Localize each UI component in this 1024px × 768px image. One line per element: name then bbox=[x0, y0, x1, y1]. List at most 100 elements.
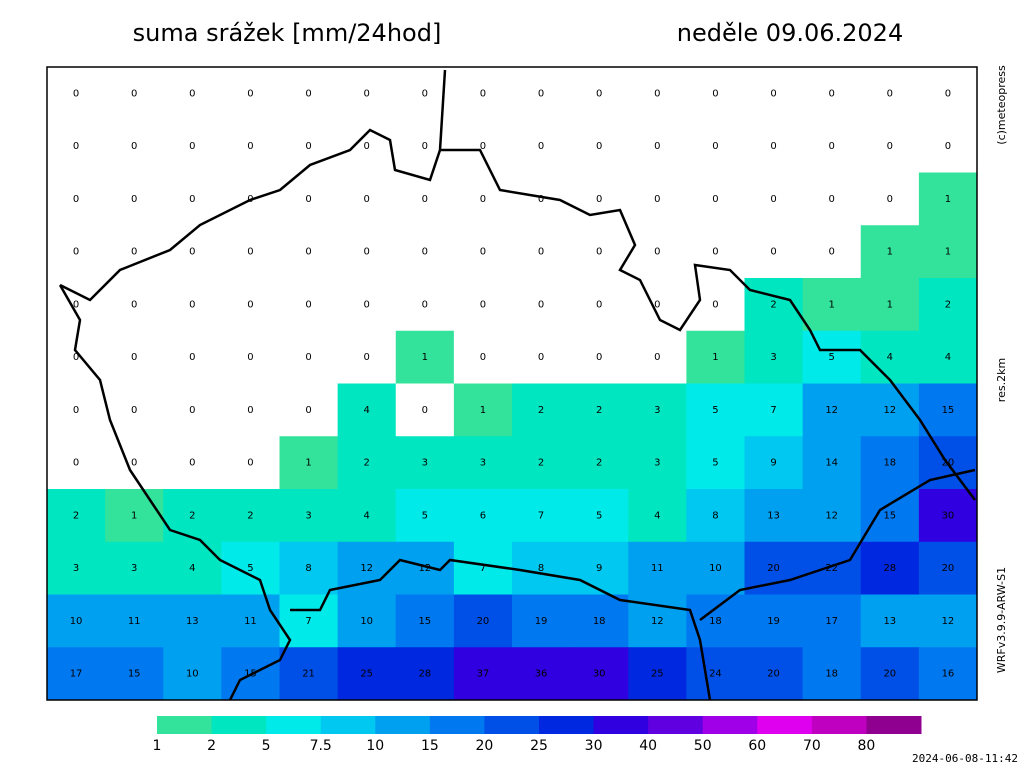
precip-cell bbox=[860, 278, 920, 332]
precip-value: 0 bbox=[73, 405, 79, 416]
precip-value: 0 bbox=[654, 352, 660, 363]
precip-value: 0 bbox=[131, 299, 137, 310]
precip-cell bbox=[918, 67, 978, 121]
precip-value: 0 bbox=[305, 299, 311, 310]
precip-value: 0 bbox=[189, 352, 195, 363]
legend-label: 2 bbox=[207, 738, 216, 754]
precip-cell bbox=[221, 436, 280, 490]
precip-value: 5 bbox=[829, 352, 835, 363]
precip-value: 0 bbox=[538, 194, 544, 205]
precip-value: 0 bbox=[770, 141, 776, 152]
precip-value: 0 bbox=[364, 141, 370, 152]
precip-value: 11 bbox=[128, 616, 141, 627]
precip-cell bbox=[628, 172, 687, 226]
precip-value: 13 bbox=[883, 616, 896, 627]
precip-cell bbox=[918, 541, 978, 595]
precip-value: 4 bbox=[364, 510, 370, 521]
precip-cell bbox=[686, 67, 745, 121]
precip-cell bbox=[279, 489, 339, 543]
precip-value: 12 bbox=[825, 510, 838, 521]
legend-box bbox=[484, 716, 540, 734]
model: WRFv3.9.9-ARW-S1 bbox=[995, 567, 1008, 673]
legend-label: 50 bbox=[694, 738, 712, 754]
precip-cell bbox=[453, 330, 513, 384]
precip-cell bbox=[918, 278, 978, 332]
precip-cell bbox=[628, 330, 687, 384]
precip-value: 0 bbox=[712, 299, 718, 310]
precip-value: 10 bbox=[186, 669, 199, 680]
precip-cell bbox=[918, 172, 978, 226]
precip-value: 0 bbox=[654, 247, 660, 258]
precip-cell bbox=[395, 119, 455, 173]
precip-value: 6 bbox=[480, 510, 486, 521]
precip-value: 3 bbox=[73, 563, 79, 574]
precip-cell bbox=[453, 594, 513, 648]
precip-cell bbox=[105, 67, 164, 121]
precip-value: 0 bbox=[422, 405, 428, 416]
precip-value: 0 bbox=[480, 299, 486, 310]
precip-cell bbox=[105, 541, 164, 595]
precip-cell bbox=[337, 119, 397, 173]
precip-value: 2 bbox=[945, 299, 951, 310]
precip-value: 2 bbox=[596, 405, 602, 416]
precip-value: 12 bbox=[418, 563, 431, 574]
timestamp: 2024-06-08-11:42 bbox=[912, 752, 1018, 765]
precip-value: 0 bbox=[422, 141, 428, 152]
precip-cell bbox=[163, 119, 222, 173]
precip-value: 2 bbox=[596, 458, 602, 469]
precip-value: 0 bbox=[538, 352, 544, 363]
precip-value: 10 bbox=[360, 616, 373, 627]
precip-cell bbox=[221, 489, 280, 543]
precip-cell bbox=[163, 330, 222, 384]
precip-value: 0 bbox=[189, 247, 195, 258]
precip-cell bbox=[395, 278, 455, 332]
legend-label: 10 bbox=[366, 738, 384, 754]
precip-value: 1 bbox=[422, 352, 428, 363]
precip-value: 7 bbox=[770, 405, 776, 416]
precip-value: 20 bbox=[883, 669, 896, 680]
precip-value: 0 bbox=[73, 299, 79, 310]
precip-cell bbox=[163, 436, 222, 490]
precip-cell bbox=[744, 647, 804, 701]
precip-value: 13 bbox=[186, 616, 199, 627]
precip-value: 0 bbox=[305, 247, 311, 258]
precip-value: 0 bbox=[712, 88, 718, 99]
precip-value: 5 bbox=[712, 458, 718, 469]
resolution: res.2km bbox=[995, 358, 1008, 402]
precip-value: 0 bbox=[247, 352, 253, 363]
precip-value: 0 bbox=[887, 88, 893, 99]
precip-cell bbox=[221, 383, 280, 437]
precip-value: 1 bbox=[712, 352, 718, 363]
precip-value: 0 bbox=[131, 88, 137, 99]
precip-cell bbox=[105, 383, 164, 437]
precip-cell bbox=[802, 278, 862, 332]
precip-cell bbox=[453, 647, 513, 701]
precip-value: 2 bbox=[73, 510, 79, 521]
precip-value: 4 bbox=[945, 352, 951, 363]
precip-cell bbox=[802, 383, 862, 437]
legend-label: 1 bbox=[153, 738, 162, 754]
precip-value: 0 bbox=[131, 352, 137, 363]
precip-cell bbox=[163, 278, 222, 332]
precip-cell bbox=[512, 278, 571, 332]
precip-value: 0 bbox=[131, 247, 137, 258]
precip-cell bbox=[337, 172, 397, 226]
precip-value: 0 bbox=[480, 247, 486, 258]
precip-value: 12 bbox=[825, 405, 838, 416]
precip-value: 0 bbox=[480, 194, 486, 205]
precip-cell bbox=[47, 489, 106, 543]
precip-value: 0 bbox=[887, 141, 893, 152]
precip-cell bbox=[744, 594, 804, 648]
precip-cell bbox=[279, 541, 339, 595]
precip-value: 0 bbox=[189, 194, 195, 205]
precip-value: 0 bbox=[247, 247, 253, 258]
precip-cell bbox=[860, 225, 920, 279]
precip-cell bbox=[686, 330, 745, 384]
precip-value: 0 bbox=[305, 141, 311, 152]
precip-value: 0 bbox=[247, 299, 253, 310]
precip-value: 0 bbox=[422, 299, 428, 310]
precip-value: 0 bbox=[422, 194, 428, 205]
precip-value: 11 bbox=[244, 616, 257, 627]
precip-value: 0 bbox=[538, 299, 544, 310]
